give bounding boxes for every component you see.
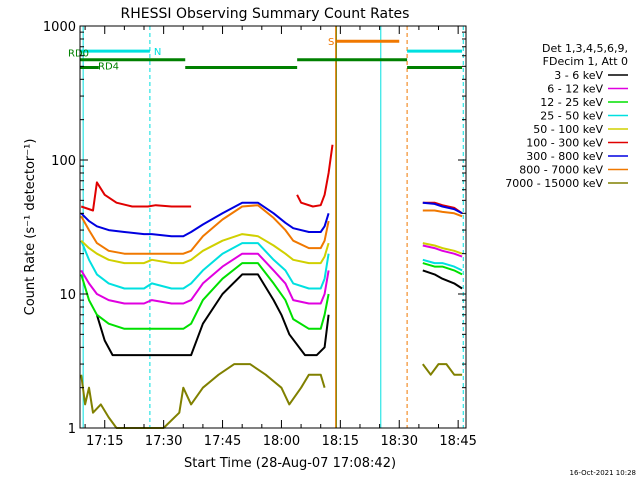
x-tick-label-1: 17:30 bbox=[145, 434, 182, 449]
x-tick-label-4: 18:15 bbox=[322, 434, 359, 449]
legend: Det 1,3,4,5,6,9, FDecim 1, Att 0 3 - 6 k… bbox=[505, 42, 628, 190]
x-tick-label-2: 17:45 bbox=[204, 434, 241, 449]
y-axis-label: Count Rate (s⁻¹ detector⁻¹) bbox=[23, 139, 38, 316]
legend-header-line-2: FDecim 1, Att 0 bbox=[543, 55, 628, 68]
legend-label-8: 7000 - 15000 keV bbox=[505, 177, 603, 190]
series-6-line-segment-0 bbox=[80, 201, 330, 238]
legend-label-0: 3 - 6 keV bbox=[554, 69, 603, 82]
y-tick-label-1: 10 bbox=[59, 288, 76, 303]
legend-header-line-1: Det 1,3,4,5,6,9, bbox=[542, 42, 628, 55]
timestamp: 16-Oct-2021 10:28 bbox=[570, 469, 636, 477]
series-4-line-segment-1 bbox=[422, 242, 463, 255]
y-tick-label-0: 1 bbox=[68, 422, 76, 437]
series-0-line-segment-1 bbox=[422, 269, 463, 290]
y-tick-label-3: 1000 bbox=[43, 20, 76, 35]
legend-label-7: 800 - 7000 keV bbox=[519, 164, 603, 177]
series-6-line-segment-1 bbox=[422, 201, 463, 215]
state-label-rd4: RD4 bbox=[98, 62, 119, 73]
x-tick-label-5: 18:30 bbox=[381, 434, 418, 449]
series-2-line-segment-0 bbox=[80, 262, 330, 330]
state-label-n: N bbox=[154, 47, 161, 58]
series-7-line-segment-1 bbox=[422, 209, 463, 218]
chart-title: RHESSI Observing Summary Count Rates bbox=[121, 6, 410, 22]
series-3-line-segment-0 bbox=[80, 240, 330, 290]
x-axis: 17:15 17:30 17:45 18:00 18:15 18:30 18:45 bbox=[84, 26, 477, 449]
legend-label-5: 100 - 300 keV bbox=[526, 137, 603, 150]
series-5-line-segment-0 bbox=[80, 181, 192, 212]
legend-label-1: 6 - 12 keV bbox=[547, 83, 603, 96]
state-label-s: S bbox=[328, 37, 334, 48]
state-bars: N S RD0 RD4 bbox=[68, 37, 463, 73]
x-tick-label-0: 17:15 bbox=[86, 434, 123, 449]
series-5-line-segment-1 bbox=[296, 144, 334, 208]
plot-frame bbox=[79, 25, 467, 429]
series-1-line-segment-1 bbox=[422, 244, 463, 258]
x-axis-label: Start Time (28-Aug-07 17:08:42) bbox=[184, 456, 396, 471]
series-0-line-segment-0 bbox=[95, 273, 330, 357]
marker-lines bbox=[82, 26, 464, 428]
series-3-line-segment-1 bbox=[422, 258, 463, 272]
legend-label-2: 12 - 25 keV bbox=[540, 96, 603, 109]
x-tick-label-6: 18:45 bbox=[439, 434, 476, 449]
legend-label-3: 25 - 50 keV bbox=[540, 110, 603, 123]
series-4-line-segment-0 bbox=[80, 233, 330, 265]
y-tick-label-2: 100 bbox=[51, 154, 76, 169]
series-lines bbox=[80, 144, 463, 429]
legend-label-4: 50 - 100 keV bbox=[533, 123, 603, 136]
legend-label-6: 300 - 800 keV bbox=[526, 150, 603, 163]
series-1-line-segment-0 bbox=[80, 252, 330, 305]
series-8-line-segment-1 bbox=[421, 363, 463, 376]
series-8-line-segment-0 bbox=[80, 363, 326, 429]
state-label-rd0: RD0 bbox=[68, 49, 89, 60]
series-7-line-segment-0 bbox=[80, 204, 330, 255]
series-2-line-segment-1 bbox=[422, 262, 463, 276]
y-axis: 1 10 100 1000 bbox=[43, 20, 466, 437]
x-tick-label-3: 18:00 bbox=[263, 434, 300, 449]
